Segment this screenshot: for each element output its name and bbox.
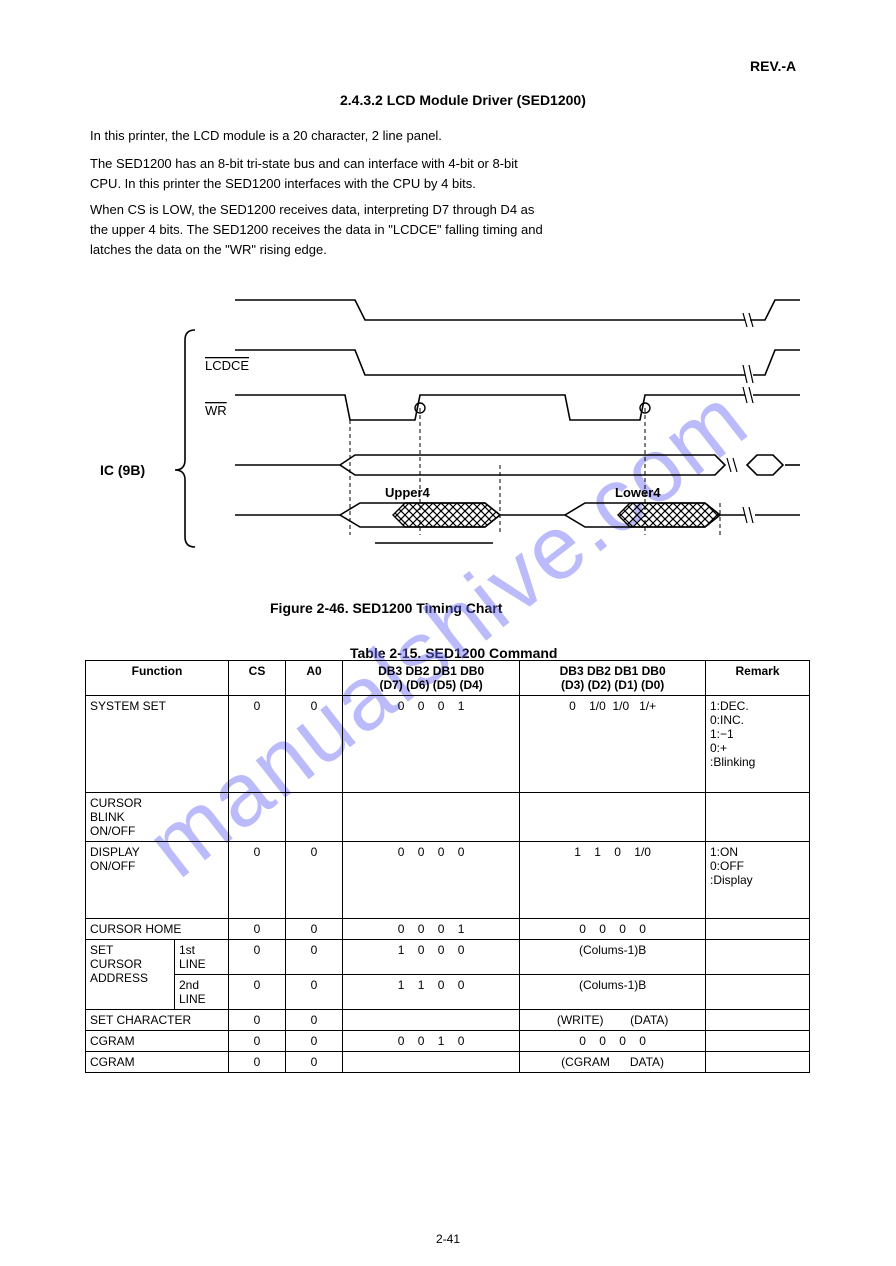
cell: 1:DEC. 0:INC. 1:−1 0:+ :Blinking bbox=[706, 696, 810, 793]
page-title: 2.4.3.2 LCD Module Driver (SED1200) bbox=[340, 92, 586, 108]
table-row: SYSTEM SET 0 0 0 0 0 1 0 1/0 1/0 1/+ 1:D… bbox=[86, 696, 810, 793]
th-cs: CS bbox=[229, 661, 286, 696]
cell: 0 0 1 0 bbox=[343, 1031, 520, 1052]
cell: 0 0 0 0 bbox=[343, 842, 520, 919]
para3c: latches the data on the "WR" rising edge… bbox=[90, 242, 327, 257]
cell: 0 bbox=[229, 1031, 286, 1052]
para3b: the upper 4 bits. The SED1200 receives t… bbox=[90, 222, 543, 237]
th-a0: A0 bbox=[286, 661, 343, 696]
cell: CURSOR BLINK ON/OFF bbox=[86, 793, 229, 842]
cell: 1st LINE bbox=[175, 940, 229, 975]
cell: SET CHARACTER bbox=[86, 1010, 229, 1031]
cell: 0 bbox=[286, 1052, 343, 1073]
table-row: SET CURSOR ADDRESS 1st LINE 0 0 1 0 0 0 … bbox=[86, 940, 810, 975]
cell bbox=[229, 793, 286, 842]
para1: In this printer, the LCD module is a 20 … bbox=[90, 128, 442, 143]
cell: 1 1 0 1/0 bbox=[520, 842, 706, 919]
para3a: When CS is LOW, the SED1200 receives dat… bbox=[90, 202, 534, 217]
cell: 1:ON 0:OFF :Display bbox=[706, 842, 810, 919]
cell: (CGRAM DATA) bbox=[520, 1052, 706, 1073]
cell: 0 0 0 0 bbox=[520, 1031, 706, 1052]
cell: 0 bbox=[286, 696, 343, 793]
cell: 0 bbox=[229, 919, 286, 940]
svg-text:Lower4: Lower4 bbox=[615, 485, 661, 500]
th-remark: Remark bbox=[706, 661, 810, 696]
cell: 0 bbox=[229, 975, 286, 1010]
cell: 0 bbox=[229, 842, 286, 919]
cell: (Colums-1)B bbox=[520, 975, 706, 1010]
rev-label: REV.-A bbox=[750, 58, 796, 74]
cell: CGRAM bbox=[86, 1052, 229, 1073]
cell: CURSOR HOME bbox=[86, 919, 229, 940]
timing-diagram: IC (9B) LCDCE WR bbox=[85, 275, 815, 575]
table-row: CGRAM 0 0 0 0 1 0 0 0 0 0 bbox=[86, 1031, 810, 1052]
cell: 0 bbox=[286, 842, 343, 919]
cell bbox=[520, 793, 706, 842]
cell: CGRAM bbox=[86, 1031, 229, 1052]
table-row: CURSOR BLINK ON/OFF bbox=[86, 793, 810, 842]
table-caption: Table 2-15. SED1200 Command bbox=[350, 645, 557, 661]
cell bbox=[706, 1010, 810, 1031]
cell: 0 bbox=[229, 1010, 286, 1031]
cell: 0 bbox=[229, 696, 286, 793]
cell bbox=[706, 975, 810, 1010]
cell: 0 bbox=[286, 1031, 343, 1052]
cell: 0 0 0 1 bbox=[343, 919, 520, 940]
page-root: manualshive.com REV.-A 2.4.3.2 LCD Modul… bbox=[0, 0, 896, 1266]
cell bbox=[706, 793, 810, 842]
cell: 0 1/0 1/0 1/+ bbox=[520, 696, 706, 793]
cell: 0 0 0 0 bbox=[520, 919, 706, 940]
cell bbox=[706, 1031, 810, 1052]
command-table: Function CS A0 DB3 DB2 DB1 DB0 (D7) (D6)… bbox=[85, 660, 810, 1073]
th-lower: DB3 DB2 DB1 DB0 (D3) (D2) (D1) (D0) bbox=[520, 661, 706, 696]
svg-text:LCDCE: LCDCE bbox=[205, 358, 249, 373]
cell: 2nd LINE bbox=[175, 975, 229, 1010]
cell: (Colums-1)B bbox=[520, 940, 706, 975]
cell bbox=[706, 1052, 810, 1073]
para2b: CPU. In this printer the SED1200 interfa… bbox=[90, 176, 476, 191]
table-row: 2nd LINE 0 0 1 1 0 0 (Colums-1)B bbox=[86, 975, 810, 1010]
table-row: SET CHARACTER 0 0 (WRITE) (DATA) bbox=[86, 1010, 810, 1031]
cell bbox=[706, 919, 810, 940]
th-upper: DB3 DB2 DB1 DB0 (D7) (D6) (D5) (D4) bbox=[343, 661, 520, 696]
th-function: Function bbox=[86, 661, 229, 696]
cell bbox=[706, 940, 810, 975]
cell: 0 bbox=[286, 975, 343, 1010]
page-number: 2-41 bbox=[436, 1232, 460, 1246]
fig-caption: Figure 2-46. SED1200 Timing Chart bbox=[270, 600, 502, 616]
svg-text:Upper4: Upper4 bbox=[385, 485, 431, 500]
para2a: The SED1200 has an 8-bit tri-state bus a… bbox=[90, 156, 518, 171]
cell: 0 bbox=[286, 919, 343, 940]
cell: SYSTEM SET bbox=[86, 696, 229, 793]
cell: DISPLAY ON/OFF bbox=[86, 842, 229, 919]
table-row: CURSOR HOME 0 0 0 0 0 1 0 0 0 0 bbox=[86, 919, 810, 940]
cell bbox=[343, 793, 520, 842]
table-row: DISPLAY ON/OFF 0 0 0 0 0 0 1 1 0 1/0 1:O… bbox=[86, 842, 810, 919]
cell: 0 bbox=[229, 1052, 286, 1073]
cell: 0 bbox=[286, 1010, 343, 1031]
cell: (WRITE) (DATA) bbox=[520, 1010, 706, 1031]
svg-text:WR: WR bbox=[205, 403, 227, 418]
cell: 0 bbox=[286, 940, 343, 975]
table-row: CGRAM 0 0 (CGRAM DATA) bbox=[86, 1052, 810, 1073]
table-header-row: Function CS A0 DB3 DB2 DB1 DB0 (D7) (D6)… bbox=[86, 661, 810, 696]
cell: 0 bbox=[229, 940, 286, 975]
cell bbox=[343, 1010, 520, 1031]
cell: 1 1 0 0 bbox=[343, 975, 520, 1010]
cell: 0 0 0 1 bbox=[343, 696, 520, 793]
svg-text:IC (9B): IC (9B) bbox=[100, 462, 145, 478]
cell: 1 0 0 0 bbox=[343, 940, 520, 975]
cell: SET CURSOR ADDRESS bbox=[86, 940, 175, 1010]
cell bbox=[286, 793, 343, 842]
cell bbox=[343, 1052, 520, 1073]
